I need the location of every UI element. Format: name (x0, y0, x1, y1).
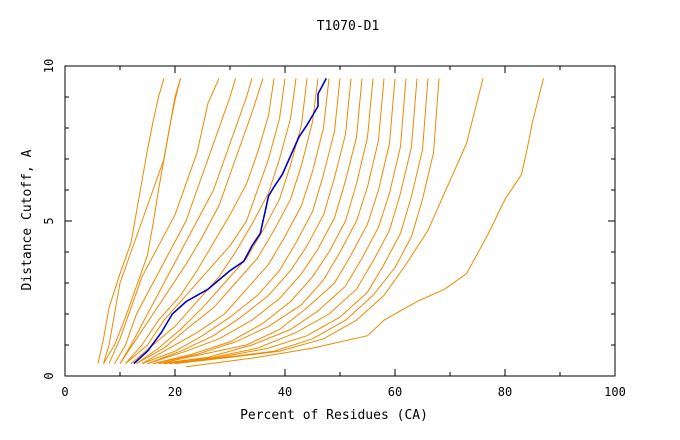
x-tick-label: 60 (388, 385, 402, 399)
x-tick-label: 20 (168, 385, 182, 399)
model-line-19 (163, 78, 418, 365)
model-line-6 (125, 78, 275, 364)
model-line-12 (141, 78, 341, 365)
model-line-4 (119, 78, 253, 364)
y-tick-label: 10 (42, 59, 56, 73)
model-line-20 (163, 78, 429, 365)
y-tick-label: 0 (42, 372, 56, 379)
model-line-23 (97, 78, 165, 364)
model-line-9 (136, 78, 308, 365)
model-line-3 (114, 78, 236, 364)
model-line-10 (136, 78, 319, 365)
model-line-5 (119, 78, 264, 364)
y-axis: 0 5 10 (42, 59, 615, 380)
model-line-11 (141, 78, 330, 365)
model-line-22 (174, 78, 484, 365)
y-tick-label: 5 (42, 217, 56, 224)
highlighted-model-line (133, 78, 328, 365)
plot-area (97, 78, 544, 368)
other-model-series (97, 78, 544, 368)
highlighted-model-series (133, 78, 328, 365)
model-line-7 (125, 78, 286, 364)
model-line-25 (185, 78, 544, 368)
x-tick-label: 0 (61, 385, 68, 399)
x-tick-label: 80 (498, 385, 512, 399)
model-line-2 (108, 78, 220, 364)
y-axis-label: Distance Cutoff, A (20, 149, 35, 290)
model-line-8 (130, 78, 297, 364)
model-line-14 (147, 78, 363, 365)
model-line-18 (158, 78, 407, 365)
model-line-13 (147, 78, 352, 365)
chart-title: T1070-D1 (317, 19, 380, 34)
model-line-15 (152, 78, 374, 365)
model-line-16 (152, 78, 385, 365)
x-tick-label: 100 (604, 385, 626, 399)
x-axis: 0 20 40 60 80 100 (61, 66, 626, 399)
model-line-24 (103, 78, 181, 364)
model-line-21 (169, 78, 440, 365)
model-line-17 (158, 78, 396, 365)
x-tick-label: 40 (278, 385, 292, 399)
x-axis-label: Percent of Residues (CA) (240, 408, 428, 423)
